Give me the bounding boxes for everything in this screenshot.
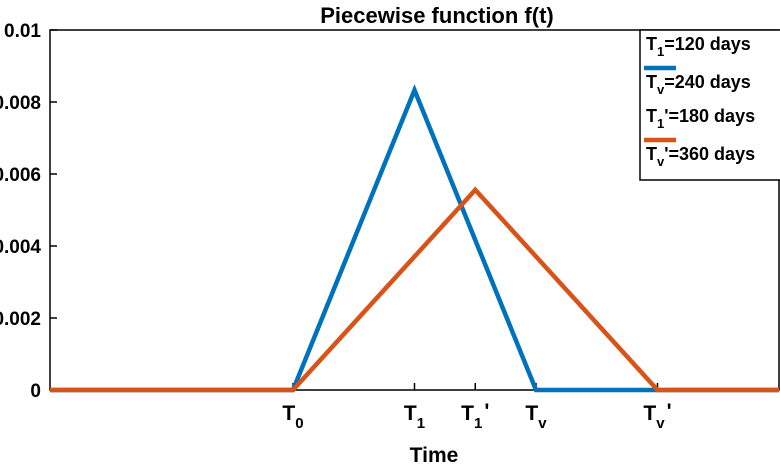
y-tick-label: 0.01 bbox=[4, 21, 41, 42]
series-line-2 bbox=[50, 186, 779, 393]
y-axis-ticks: 0 0.002 0.004 0.006 0.008 0.01 bbox=[0, 21, 57, 402]
legend-entry-label: T1'=180 days bbox=[646, 106, 755, 131]
x-axis-ticks: T0 T1 T1' Tv Tv' bbox=[282, 383, 672, 432]
x-tick-label: Tv bbox=[525, 402, 547, 432]
legend-entry-label: Tv=240 days bbox=[646, 72, 751, 97]
x-axis-label: Time bbox=[410, 444, 459, 467]
series-lines bbox=[50, 84, 779, 393]
chart-title: Piecewise function f(t) bbox=[320, 3, 553, 28]
x-tick-label: T0 bbox=[282, 402, 303, 432]
y-tick-label: 0.004 bbox=[0, 237, 41, 258]
x-tick-label: T1 bbox=[404, 402, 425, 432]
legend-entry-label: Tv'=360 days bbox=[646, 144, 755, 169]
legend-box bbox=[639, 29, 780, 181]
y-tick-label: 0.002 bbox=[0, 309, 41, 330]
legend-entry-label: T1=120 days bbox=[646, 34, 751, 59]
x-tick-label: T1' bbox=[461, 400, 489, 432]
y-tick-label: 0.006 bbox=[0, 165, 41, 186]
y-tick-label: 0.008 bbox=[0, 93, 41, 114]
legend: T1=120 days Tv=240 days T1'=180 days Tv'=36… bbox=[639, 29, 780, 181]
y-tick-label: 0 bbox=[30, 381, 41, 402]
x-tick-label: Tv' bbox=[643, 400, 671, 432]
